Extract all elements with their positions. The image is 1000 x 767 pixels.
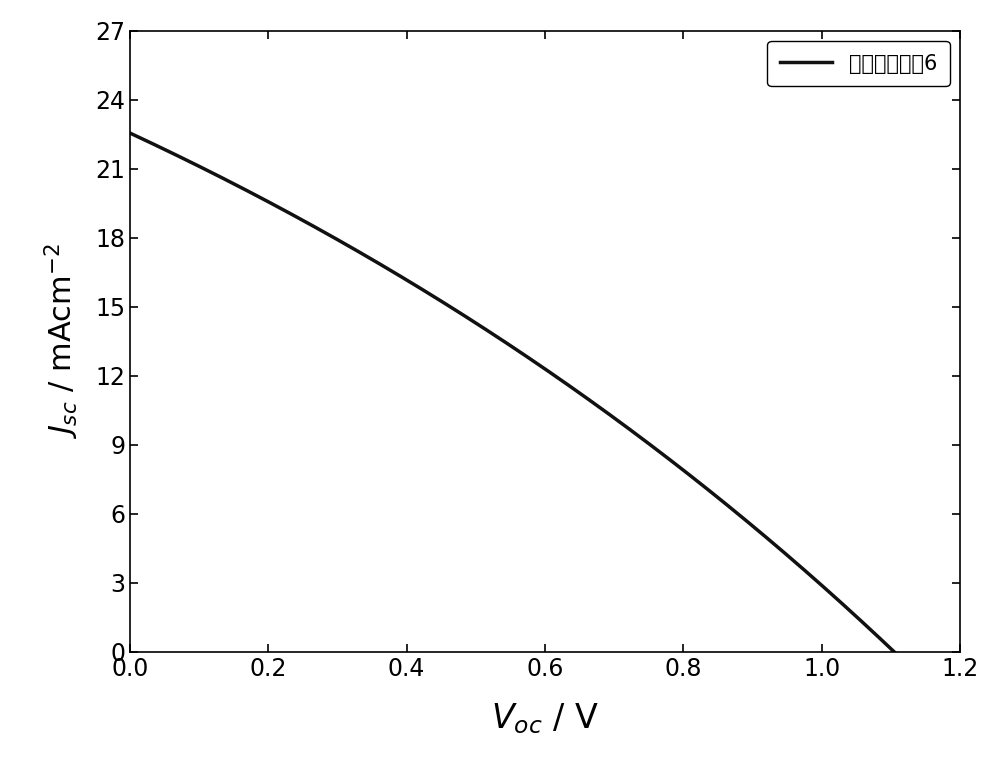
Y-axis label: $J_{sc}$ / mAcm$^{-2}$: $J_{sc}$ / mAcm$^{-2}$: [43, 243, 81, 439]
空穴传输材料6: [211, 171, 223, 180]
空穴传输材料6: [450, 306, 462, 315]
空穴传输材料6: [873, 634, 885, 643]
X-axis label: $V_{oc}$ / V: $V_{oc}$ / V: [491, 702, 599, 736]
空穴传输材料6: [417, 285, 429, 295]
空穴传输材料6: [257, 194, 269, 203]
空穴传输材料6: [791, 559, 803, 568]
空穴传输材料6: [888, 647, 900, 657]
空穴传输材料6: [124, 128, 136, 138]
Legend: 空穴传输材料6: 空穴传输材料6: [767, 41, 950, 86]
Line: 空穴传输材料6: 空穴传输材料6: [130, 133, 894, 652]
